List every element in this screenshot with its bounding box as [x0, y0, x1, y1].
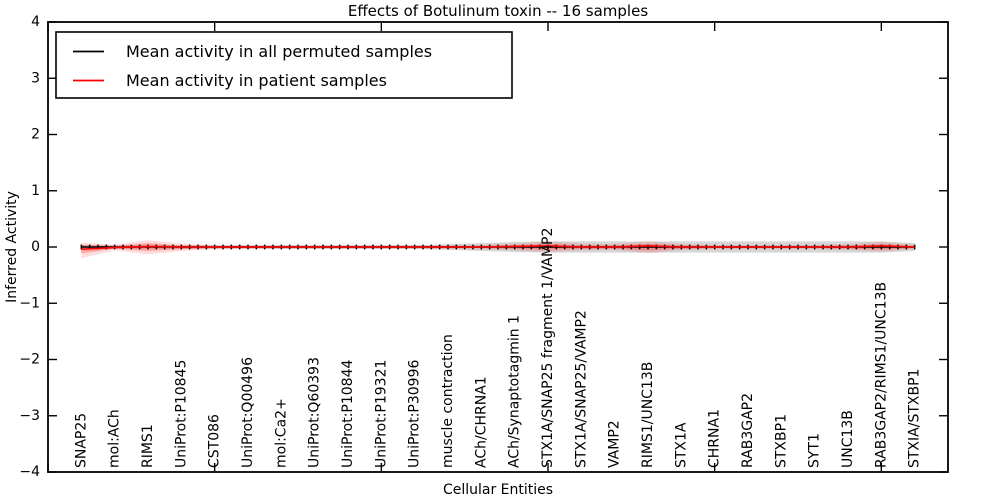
- category-label: CST086: [207, 414, 223, 468]
- category-label: STXIA/STXBP1: [907, 369, 923, 468]
- legend: Mean activity in all permuted samples Me…: [55, 31, 513, 99]
- plot-area: [47, 21, 949, 473]
- category-label: STX1A: [673, 422, 689, 468]
- x-axis-label: Cellular Entities: [443, 482, 553, 498]
- y-axis-label: Inferred Activity: [4, 191, 20, 303]
- axes-layer: −4 −3 −2 −1 0 1 2 3 4 SNAP25 mol:ACh RIMS1 UniProt:P…: [19, 14, 947, 480]
- legend-label-permuted-samples: Mean activity in all permuted samples: [126, 42, 432, 61]
- category-label: RIMS1: [140, 424, 156, 468]
- category-label: UniProt:Q60393: [307, 357, 323, 468]
- category-label: UniProt:P10844: [340, 360, 356, 468]
- category-label: RAB3GAP2: [740, 393, 756, 468]
- category-label: UniProt:P30996: [407, 360, 423, 468]
- category-label: UniProt:P19321: [373, 360, 389, 468]
- category-label: UniProt:Q00496: [240, 357, 256, 468]
- plot-data-layer: [80, 240, 916, 259]
- category-label: CHRNA1: [707, 409, 723, 468]
- category-label: SYT1: [807, 433, 823, 468]
- y-tick-label: 0: [31, 239, 40, 255]
- category-label: UniProt:P10845: [173, 360, 189, 468]
- series-line-1: [81, 245, 915, 251]
- category-label: UNC13B: [840, 410, 856, 468]
- category-label: VAMP2: [607, 420, 623, 468]
- y-tick-label: 2: [31, 127, 40, 143]
- category-label: RAB3GAP2/RIMS1/UNC13B: [873, 282, 889, 468]
- category-label: mol:ACh: [107, 409, 123, 468]
- category-label: mol:Ca2+: [273, 398, 289, 468]
- chart-title: Effects of Botulinum toxin -- 16 samples: [348, 2, 648, 20]
- y-tick-label: −2: [19, 352, 40, 368]
- y-tick-label: −3: [19, 408, 40, 424]
- y-tick-label: 1: [31, 183, 40, 199]
- category-label: ACh/CHRNA1: [473, 376, 489, 468]
- category-label: SNAP25: [73, 413, 89, 468]
- y-tick-label: −1: [19, 295, 40, 311]
- category-label: muscle contraction: [440, 334, 456, 468]
- category-label: STXBP1: [773, 414, 789, 468]
- y-tick-label: 3: [31, 70, 40, 86]
- category-label: RIMS1/UNC13B: [640, 362, 656, 468]
- y-tick-label: −4: [19, 464, 40, 480]
- legend-box: [55, 31, 513, 99]
- category-label: ACh/Synaptotagmin 1: [507, 315, 523, 468]
- y-tick-label: 4: [31, 14, 40, 30]
- legend-label-patient-samples: Mean activity in patient samples: [126, 71, 387, 90]
- category-label: STX1A/SNAP25 fragment 1/VAMP2: [540, 228, 556, 468]
- category-label: STX1A/SNAP25/VAMP2: [573, 310, 589, 468]
